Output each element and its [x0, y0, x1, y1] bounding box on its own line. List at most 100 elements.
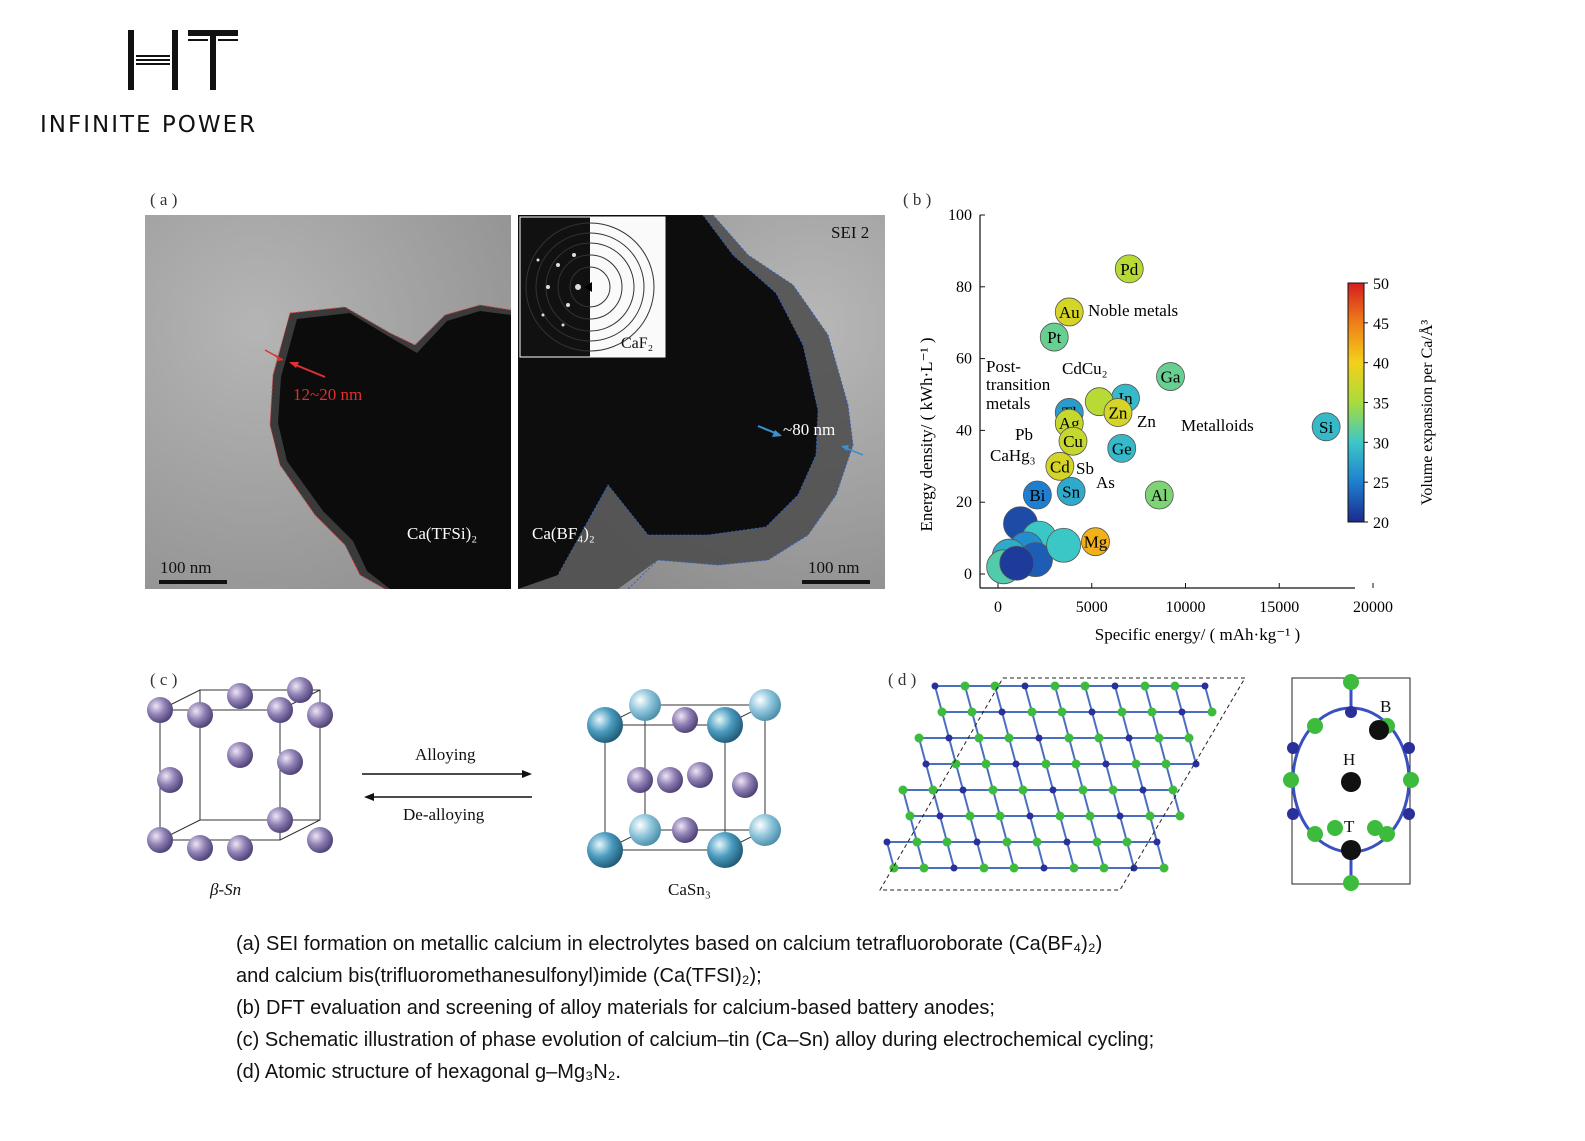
sn-atom [267, 697, 293, 723]
mg-atom [965, 811, 975, 821]
n-atom [1026, 812, 1034, 820]
mg-atom [1175, 811, 1185, 821]
n-atom [931, 682, 939, 690]
mg-atom [1064, 733, 1074, 743]
mg-atom [1122, 837, 1132, 847]
n-atom [1287, 808, 1299, 820]
supercell-border [879, 677, 1246, 891]
n-atom [1040, 864, 1048, 872]
sn-atom [687, 762, 713, 788]
tem-image-bf4: SEI 2 CaF₂ ~80 nm Ca(BF₄)₂ 100 nm [518, 215, 885, 589]
n-atom [1192, 760, 1200, 768]
data-point [1045, 451, 1075, 481]
n-atom [1125, 734, 1133, 742]
n-atom [1153, 838, 1161, 846]
mg-atom [981, 759, 991, 769]
n-atom [1178, 708, 1186, 716]
n-atom [936, 812, 944, 820]
site-hollow-label: H [1343, 750, 1356, 769]
data-point [1058, 426, 1088, 456]
sn-atom [227, 835, 253, 861]
ca-atom [587, 707, 623, 743]
n-atom [1403, 808, 1415, 820]
mg-atom [1131, 759, 1141, 769]
sn-atom [157, 767, 183, 793]
mg-atom [1002, 837, 1012, 847]
sn-atom [187, 702, 213, 728]
inset-label-caf2: CaF₂ [621, 335, 654, 352]
y-tick-label: 0 [964, 566, 972, 583]
data-point [1144, 480, 1174, 510]
data-point [1054, 297, 1084, 327]
mg-atom [967, 707, 977, 717]
mg-atom [937, 707, 947, 717]
mg-atom [1379, 826, 1395, 842]
mg-atom [1140, 681, 1150, 691]
ca-sn-phase-schematic [147, 677, 781, 868]
chart-annotation: Sb [1076, 459, 1094, 478]
scale-bar-label-right: 100 nm [808, 558, 860, 577]
colorbar-tick-label: 30 [1373, 435, 1389, 452]
mg-atom [1343, 674, 1359, 690]
n-atom [1035, 734, 1043, 742]
mg-atom [1108, 785, 1118, 795]
x-tick-label: 20000 [1353, 599, 1393, 616]
mg-atom [1147, 707, 1157, 717]
data-point [999, 545, 1035, 581]
panel-b-label: ( b ) [903, 190, 932, 209]
sn-atom [627, 767, 653, 793]
chart-annotation: Metalloids [1181, 416, 1254, 435]
sn-atom [147, 827, 173, 853]
n-atom [922, 760, 930, 768]
mg-atom [1145, 811, 1155, 821]
caption-line-d: (d) Atomic structure of hexagonal g–Mg₃N… [236, 1061, 621, 1083]
sn-atom [187, 835, 213, 861]
n-atom [959, 786, 967, 794]
colorbar-tick-label: 35 [1373, 396, 1389, 413]
ca-atom-back [749, 689, 781, 721]
sei-thickness-tfsi: 12~20 nm [293, 385, 363, 404]
brand-tagline: INFINITE POWER [40, 112, 258, 138]
n-atom [950, 864, 958, 872]
mg-atom [1159, 863, 1169, 873]
data-point-label: Ga [1161, 368, 1181, 387]
g-mg3n2-supercell [879, 677, 1246, 891]
caption-line-b: (b) DFT evaluation and screening of allo… [236, 997, 995, 1019]
mg-atom [914, 733, 924, 743]
mg-atom [1184, 733, 1194, 743]
data-point-label: Al [1151, 486, 1168, 505]
x-tick-label: 5000 [1076, 599, 1108, 616]
electrolyte-label-bf4: Ca(BF₄)₂ [532, 524, 595, 543]
data-point [1103, 398, 1133, 427]
mg-atom [1403, 772, 1419, 788]
mg-atom [1085, 811, 1095, 821]
sn-atom [147, 697, 173, 723]
chart-annotation: Post- [986, 357, 1021, 376]
data-point [1107, 433, 1137, 463]
tem-image-tfsi: 12~20 nm Ca(TFSi)₂ 100 nm [145, 215, 511, 589]
y-tick-label: 60 [956, 351, 972, 368]
alloy-screening-chart: 0 20 40 60 80 100 0 5000 10000 15000 20000 Specific… [917, 207, 1436, 644]
dealloying-label: De-alloying [403, 805, 485, 824]
x-tick-label: 15000 [1259, 599, 1299, 616]
ca-atom-back [629, 814, 661, 846]
n-atom [998, 708, 1006, 716]
data-point [1156, 362, 1185, 391]
ca-atom [707, 707, 743, 743]
mg-atom [1069, 863, 1079, 873]
x-tick-label: 0 [994, 599, 1002, 616]
chart-annotation: metals [986, 394, 1030, 413]
colorbar [1347, 282, 1365, 523]
sn-atom [287, 677, 313, 703]
sn-atom [307, 702, 333, 728]
sn-atom [307, 827, 333, 853]
chart-annotation: Zn [1137, 412, 1156, 431]
site-bridge-label: B [1380, 697, 1392, 716]
chart-annotation: transition [986, 375, 1051, 394]
chart-annotation: CaHg₃ [990, 446, 1036, 465]
mg-atom [1032, 837, 1042, 847]
mg-atom [898, 785, 908, 795]
chart-annotation: CdCu₂ [1062, 359, 1108, 378]
sn-atom [227, 742, 253, 768]
n-atom [1403, 742, 1415, 754]
